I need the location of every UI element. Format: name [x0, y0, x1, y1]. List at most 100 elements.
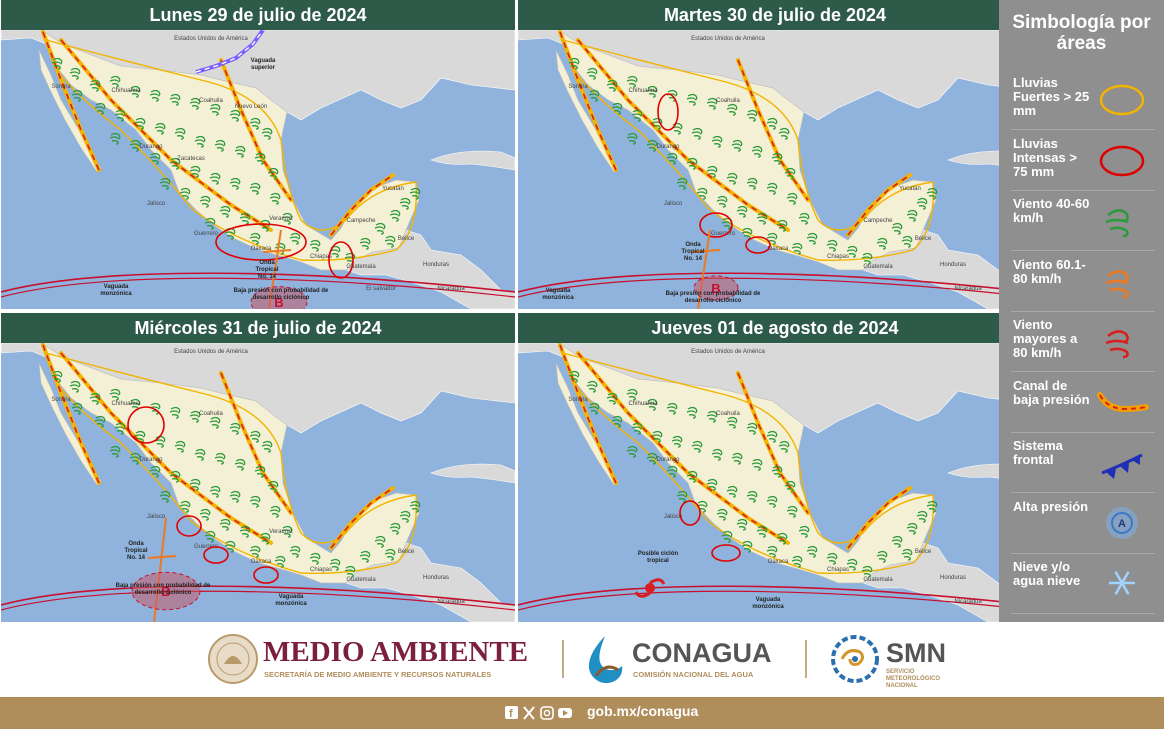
wind-icon	[267, 480, 279, 493]
wind-icon	[209, 416, 221, 429]
state-label: Coahuila	[716, 98, 740, 104]
wind-icon	[736, 205, 748, 218]
wind-icon	[784, 480, 796, 493]
wind-icon	[214, 452, 226, 465]
low-pressure-trough-dash	[220, 372, 292, 514]
country-label: El salvador	[366, 286, 396, 292]
low-pressure-label: Baja presión con probabilidad de desarrol…	[116, 583, 211, 596]
wind-icon	[69, 67, 81, 80]
country-label-usa: Estados Unidos de América	[174, 349, 248, 355]
wind-icon	[751, 145, 763, 158]
state-label: Zacatecas	[177, 156, 205, 162]
forecast-map: Estados Unidos de América Sonora Chihuahua…	[518, 343, 1032, 622]
tropical-wave-label: Onda Tropical No. 14	[124, 541, 147, 561]
legend-item-label: Nieve y/o agua nieve	[1013, 559, 1081, 588]
state-label: Guerrero	[711, 231, 736, 237]
wind-icon	[711, 135, 723, 148]
legend-title: Simbología por áreas	[1012, 12, 1151, 54]
wind-icon	[169, 406, 181, 419]
wind-icon	[189, 478, 201, 491]
website-link[interactable]: gob.mx/conagua	[587, 703, 699, 719]
wind-icon	[169, 93, 181, 106]
state-label: Durango	[656, 144, 680, 150]
wind-icon	[766, 545, 778, 558]
intense-rain-area	[127, 406, 165, 444]
wind-icon	[626, 388, 638, 401]
wind-icon	[134, 117, 146, 130]
wind-icon	[71, 402, 83, 415]
wind-icon	[691, 440, 703, 453]
footer-logos: MEDIO AMBIENTE SECRETARÍA DE MEDIO AMBIE…	[0, 622, 1164, 697]
low-pressure-symbol: B	[711, 281, 720, 296]
yellow-ellipse	[1099, 84, 1145, 116]
state-label: Yucatán	[382, 186, 404, 192]
intense-rain-area	[203, 546, 229, 564]
wind-icon	[631, 109, 643, 122]
wind-icon	[776, 219, 788, 232]
wind-icon	[281, 525, 293, 538]
wind-icon	[149, 152, 161, 165]
state-label: Oaxaca	[251, 559, 272, 565]
wind-icon	[586, 67, 598, 80]
country-label-usa: Estados Unidos de América	[174, 36, 248, 42]
low-pressure-trough-dash	[42, 344, 100, 484]
legend-item: Nieve y/o agua nieve	[999, 554, 1164, 612]
mexico-seal-icon	[208, 634, 258, 684]
wind-icon	[224, 540, 236, 553]
wind-icon	[51, 57, 63, 70]
panel-title: Miércoles 31 de julio de 2024	[1, 313, 515, 343]
wind-icon	[281, 212, 293, 225]
wind-icon	[711, 448, 723, 461]
wind-icon	[234, 458, 246, 471]
smn-logo-icon	[831, 635, 879, 683]
cold-front-icon	[1101, 453, 1143, 479]
legend-divider	[1011, 250, 1155, 251]
bottom-bar: f gob.mx/conagua	[0, 697, 1164, 729]
wind-icon	[876, 237, 888, 250]
wind-icon	[786, 192, 798, 205]
state-label: Sonora	[51, 84, 71, 90]
wind-icon	[731, 139, 743, 152]
wind-icon	[149, 89, 161, 102]
legend-item: Viento 40-60 km/h	[999, 191, 1164, 249]
wind-icon	[174, 440, 186, 453]
state-label: Campeche	[346, 218, 376, 224]
wind-icon	[204, 217, 216, 230]
wind-icon	[274, 555, 286, 568]
wind-icon	[706, 165, 718, 178]
legend-item: Viento mayores a 80 km/h	[999, 312, 1164, 370]
state-label: Jalisco	[664, 514, 683, 520]
wind-icon	[726, 416, 738, 429]
wind-icon	[149, 465, 161, 478]
monsoon-trough-line	[1, 277, 515, 298]
country-label: Nicaragua	[437, 286, 465, 292]
country-label: Honduras	[423, 575, 449, 581]
wind-icon	[249, 495, 261, 508]
state-label: Sonora	[51, 397, 71, 403]
wind-icon	[706, 478, 718, 491]
panel-title: Lunes 29 de julio de 2024	[1, 0, 515, 30]
legend-item-label: Viento mayores a 80 km/h	[1013, 317, 1078, 360]
footer-logo-art	[208, 634, 879, 684]
state-label: Jalisco	[147, 514, 166, 520]
wind-icon	[671, 435, 683, 448]
wind-icon	[289, 232, 301, 245]
wind-icon	[826, 552, 838, 565]
monsoon-trough-label: Vaguada monzónica	[275, 594, 307, 607]
wind-icon	[249, 232, 261, 245]
state-label: Sonora	[568, 397, 588, 403]
svg-text:A: A	[1118, 518, 1126, 530]
tropical-wave-crossbar	[147, 555, 177, 559]
country-label: Honduras	[423, 262, 449, 268]
wind-icon	[329, 558, 341, 571]
wind-icon	[646, 139, 658, 152]
legend-divider	[1011, 371, 1155, 372]
wind-icon	[726, 172, 738, 185]
wind-icon	[249, 430, 261, 443]
wind-icon	[626, 75, 638, 88]
wind-icon	[399, 510, 411, 523]
wind-icon	[249, 117, 261, 130]
upper-trough-dash	[195, 30, 264, 73]
wind-icon	[631, 422, 643, 435]
wind-icon	[791, 242, 803, 255]
